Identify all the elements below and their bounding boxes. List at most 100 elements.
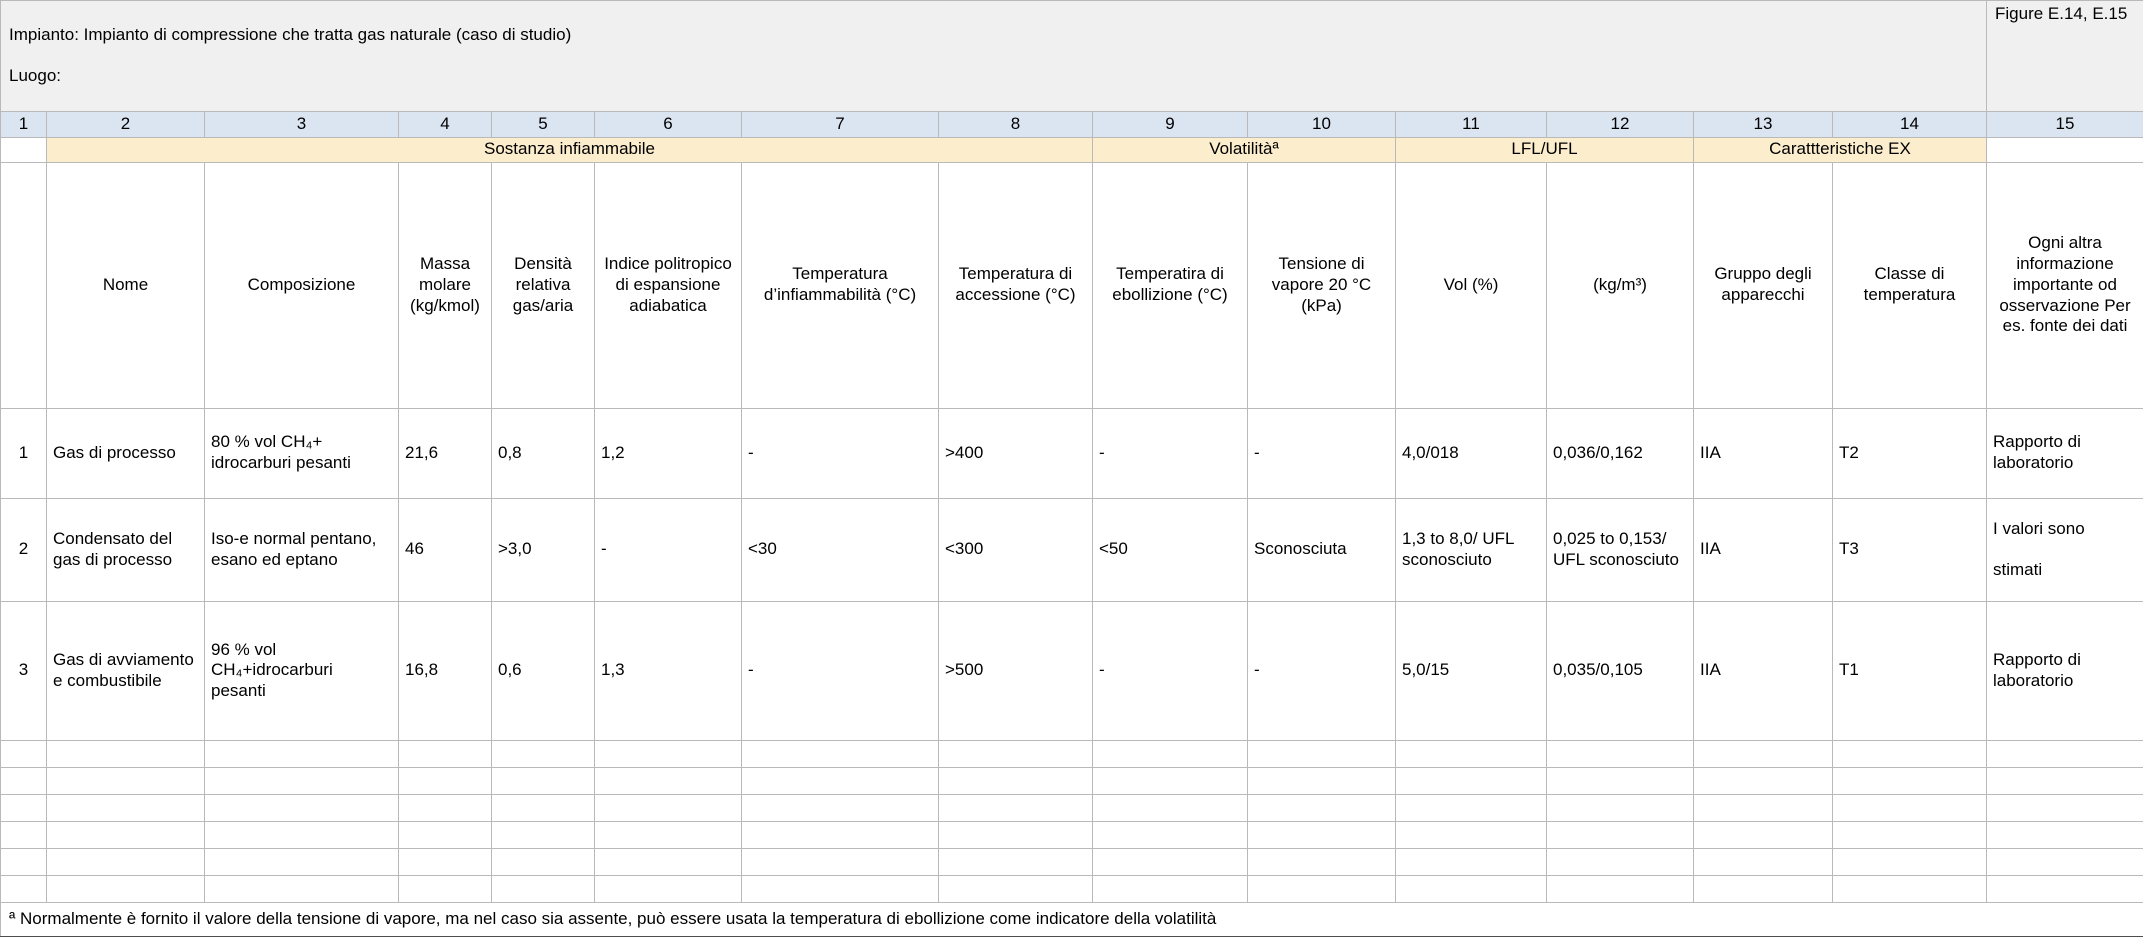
column-number-cell: 11 [1396, 111, 1547, 137]
column-number-cell: 5 [492, 111, 595, 137]
empty-cell [1694, 794, 1833, 821]
empty-cell [1093, 848, 1248, 875]
empty-cell [1694, 848, 1833, 875]
footnote-text: ª Normalmente è fornito il valore della … [1, 902, 2143, 936]
empty-cell [492, 767, 595, 794]
empty-cell [1987, 767, 2143, 794]
column-number-cell: 13 [1694, 111, 1833, 137]
row-number: 1 [1, 408, 47, 498]
empty-cell [47, 848, 205, 875]
empty-cell [492, 740, 595, 767]
column-header-tensione-vapore: Tensione di vapore 20 °C (kPa) [1248, 162, 1396, 408]
data-cell-temp-accessione: >500 [939, 601, 1093, 740]
data-cell-nome: Condensato del gas di processo [47, 498, 205, 601]
data-cell-temp-infiammabilita: - [742, 601, 939, 740]
column-number-cell: 15 [1987, 111, 2143, 137]
footnote-row: ª Normalmente è fornito il valore della … [1, 902, 2143, 936]
data-cell-temp-ebollizione: - [1093, 601, 1248, 740]
data-cell-composizione: Iso-e normal pentano, esano ed eptano [205, 498, 399, 601]
data-cell-massa-molare: 16,8 [399, 601, 492, 740]
empty-cell [205, 848, 399, 875]
column-number-cell: 7 [742, 111, 939, 137]
group-header-ex: Carattteristiche EX [1694, 137, 1987, 162]
data-cell-vol: 4,0/018 [1396, 408, 1547, 498]
empty-cell [1833, 821, 1987, 848]
empty-cell [1396, 875, 1547, 902]
table-row: 1 Gas di processo 80 % vol CH₄+ idrocarb… [1, 408, 2143, 498]
empty-row [1, 794, 2143, 821]
empty-cell [939, 767, 1093, 794]
empty-cell [595, 767, 742, 794]
empty-cell [742, 821, 939, 848]
empty-cell [939, 848, 1093, 875]
empty-cell [595, 821, 742, 848]
group-header-spacer [1, 137, 47, 162]
empty-cell [1547, 821, 1694, 848]
column-header-row: Nome Composizione Massa molare (kg/kmol)… [1, 162, 2143, 408]
empty-cell [47, 794, 205, 821]
empty-cell [1, 794, 47, 821]
data-cell-tensione-vapore: Sconosciuta [1248, 498, 1396, 601]
column-header-temp-infiammabilita: Temperatura d’infiammabilità (°C) [742, 162, 939, 408]
empty-cell [399, 875, 492, 902]
empty-cell [399, 794, 492, 821]
empty-cell [47, 767, 205, 794]
column-number-cell: 2 [47, 111, 205, 137]
column-number-cell: 6 [595, 111, 742, 137]
data-cell-indice: 1,3 [595, 601, 742, 740]
empty-cell [492, 848, 595, 875]
column-header-temp-ebollizione: Temperatira di ebollizione (°C) [1093, 162, 1248, 408]
data-cell-classe: T2 [1833, 408, 1987, 498]
empty-cell [595, 848, 742, 875]
empty-cell [1987, 821, 2143, 848]
empty-cell [205, 767, 399, 794]
column-header-altre-informazioni: Ogni altra informazione importante od os… [1987, 162, 2143, 408]
empty-cell [742, 794, 939, 821]
empty-cell [1694, 821, 1833, 848]
empty-cell [1248, 875, 1396, 902]
empty-cell [205, 794, 399, 821]
data-cell-massa-molare: 21,6 [399, 408, 492, 498]
empty-cell [1, 821, 47, 848]
empty-cell [939, 794, 1093, 821]
empty-cell [595, 794, 742, 821]
empty-cell [1396, 794, 1547, 821]
data-cell-tensione-vapore: - [1248, 408, 1396, 498]
empty-cell [939, 821, 1093, 848]
row-number: 2 [1, 498, 47, 601]
data-cell-kg-m3: 0,035/0,105 [1547, 601, 1694, 740]
empty-cell [595, 875, 742, 902]
data-cell-temp-infiammabilita: <30 [742, 498, 939, 601]
column-header-massa-molare: Massa molare (kg/kmol) [399, 162, 492, 408]
data-cell-gruppo: IIA [1694, 601, 1833, 740]
figure-ref-cell: Figure E.14, E.15 [1987, 1, 2143, 112]
empty-cell [1396, 767, 1547, 794]
data-cell-vol: 1,3 to 8,0/ UFL sconosciuto [1396, 498, 1547, 601]
empty-cell [205, 740, 399, 767]
data-cell-temp-accessione: <300 [939, 498, 1093, 601]
empty-cell [1987, 875, 2143, 902]
column-header-gruppo-apparecchi: Gruppo degli apparecchi [1694, 162, 1833, 408]
data-cell-classe: T1 [1833, 601, 1987, 740]
empty-cell [47, 740, 205, 767]
column-header-composizione: Composizione [205, 162, 399, 408]
place-line: Luogo: [9, 66, 1978, 87]
column-number-cell: 3 [205, 111, 399, 137]
table-row: 2 Condensato del gas di processo Iso-e n… [1, 498, 2143, 601]
data-cell-densita: >3,0 [492, 498, 595, 601]
data-cell-gruppo: IIA [1694, 498, 1833, 601]
data-cell-densita: 0,6 [492, 601, 595, 740]
empty-cell [1694, 740, 1833, 767]
data-cell-temp-infiammabilita: - [742, 408, 939, 498]
empty-cell [492, 821, 595, 848]
empty-cell [939, 875, 1093, 902]
data-cell-densita: 0,8 [492, 408, 595, 498]
empty-cell [1547, 848, 1694, 875]
column-header-classe-temperatura: Classe di temperatura [1833, 162, 1987, 408]
plant-title-cell: Impianto: Impianto di compressione che t… [1, 1, 1987, 112]
column-number-cell: 4 [399, 111, 492, 137]
column-number-cell: 14 [1833, 111, 1987, 137]
empty-cell [1093, 875, 1248, 902]
group-header-lfl-ufl: LFL/UFL [1396, 137, 1694, 162]
title-band: Impianto: Impianto di compressione che t… [1, 1, 2143, 112]
